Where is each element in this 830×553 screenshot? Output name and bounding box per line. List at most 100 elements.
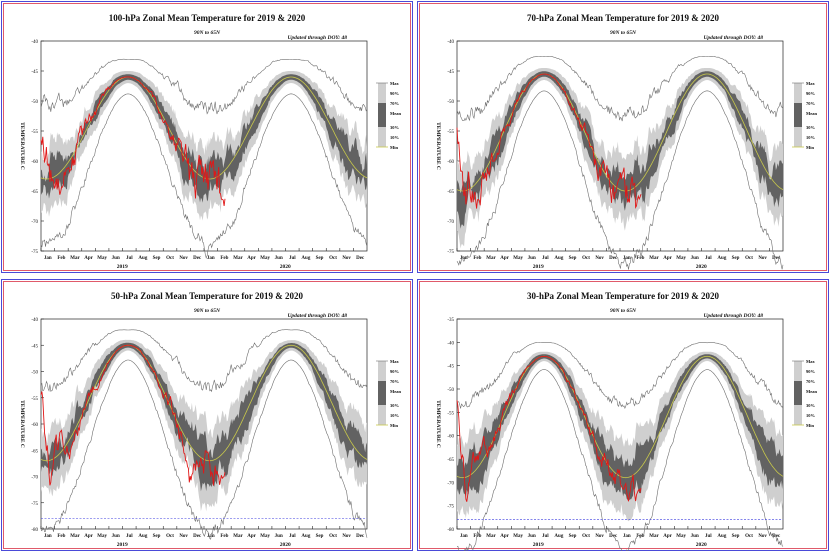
inner-frame (419, 3, 827, 271)
band-10-90 (41, 339, 367, 512)
y-tick-label: -70 (31, 476, 38, 481)
y-tick-label: -50 (31, 100, 38, 105)
month-label: Feb (473, 256, 481, 261)
y-tick-label: -60 (447, 160, 454, 165)
month-label: Oct (166, 534, 174, 539)
month-label: Dec (193, 534, 202, 539)
legend-inner-band (794, 103, 802, 127)
y-tick-label: -80 (31, 528, 38, 533)
chart-title: 50-hPa Zonal Mean Temperature for 2019 &… (111, 291, 303, 301)
legend-label: Mean (806, 111, 817, 116)
current-year-line (40, 344, 226, 486)
month-label: May (676, 534, 686, 539)
month-label: Jun (275, 256, 283, 261)
month-label: Sep (569, 534, 577, 539)
month-label: Mar (70, 256, 80, 261)
y-tick-label: -45 (31, 344, 38, 349)
legend-label: 90% (390, 91, 400, 96)
month-label: Feb (473, 534, 481, 539)
legend-label: Min (806, 145, 814, 150)
month-label: Feb (220, 256, 228, 261)
y-tick-label: -50 (447, 100, 454, 105)
y-tick-label: -55 (447, 130, 454, 135)
max-line (40, 58, 368, 115)
legend-label: 90% (806, 91, 816, 96)
month-label: Jul (705, 534, 712, 539)
month-label: Jun (112, 534, 120, 539)
chart-subtitle: 90N to 65N (194, 308, 221, 314)
inner-frame (3, 3, 411, 271)
month-label: Jun (691, 534, 699, 539)
y-tick-label: -70 (31, 220, 38, 225)
year-label: 2020 (696, 264, 707, 270)
month-label: Jan (623, 534, 631, 539)
month-label: Mar (486, 256, 496, 261)
legend-inner-band (378, 381, 386, 405)
chart-svg: 100-hPa Zonal Mean Temperature for 2019 … (1, 1, 413, 273)
month-label: Mar (233, 256, 243, 261)
month-label: Apr (84, 534, 93, 539)
legend-label: 30% (806, 125, 816, 130)
month-label: Jan (44, 534, 52, 539)
y-tick-label: -45 (447, 365, 454, 370)
legend-label: 70% (390, 101, 400, 106)
month-label: Jun (528, 256, 536, 261)
month-label: Mar (233, 534, 243, 539)
month-label: Mar (486, 534, 496, 539)
month-label: Feb (636, 534, 644, 539)
month-label: Sep (153, 534, 161, 539)
current-year-line (40, 76, 226, 206)
legend-inner-band (794, 381, 802, 405)
min-line (40, 359, 368, 540)
month-label: Jan (44, 256, 52, 261)
chart-title: 30-hPa Zonal Mean Temperature for 2019 &… (527, 291, 719, 301)
y-tick-label: -75 (447, 505, 454, 510)
y-tick-label: -65 (447, 458, 454, 463)
chart-svg: 70-hPa Zonal Mean Temperature for 2019 &… (417, 1, 829, 273)
month-label: Apr (500, 534, 509, 539)
month-label: Oct (582, 256, 590, 261)
min-line (456, 90, 784, 270)
legend-label: 90% (806, 369, 816, 374)
legend-label: Max (806, 81, 815, 86)
update-note: Updated through DOY: 48 (287, 35, 347, 41)
year-label: 2020 (696, 542, 707, 548)
month-label: May (513, 256, 523, 261)
y-tick-label: -65 (31, 449, 38, 454)
month-label: Aug (138, 534, 147, 539)
month-label: Mar (649, 256, 659, 261)
month-label: Sep (153, 256, 161, 261)
panel-70hpa: 70-hPa Zonal Mean Temperature for 2019 &… (417, 1, 829, 273)
month-label: Aug (554, 534, 563, 539)
max-line (456, 342, 784, 410)
month-label: Apr (247, 256, 256, 261)
month-label: Aug (717, 256, 726, 261)
year-label: 2019 (533, 264, 544, 270)
year-label: 2019 (533, 542, 544, 548)
month-label: Jan (460, 256, 468, 261)
chart-subtitle: 90N to 65N (610, 308, 637, 314)
outer-frame (1, 1, 413, 273)
month-label: Jul (289, 534, 296, 539)
month-label: Apr (247, 534, 256, 539)
y-tick-label: -60 (447, 435, 454, 440)
month-label: Aug (138, 256, 147, 261)
month-label: Jul (126, 534, 133, 539)
y-tick-label: -75 (31, 250, 38, 255)
panel-50hpa: 50-hPa Zonal Mean Temperature for 2019 &… (1, 279, 413, 551)
chart-svg: 30-hPa Zonal Mean Temperature for 2019 &… (417, 279, 829, 551)
month-label: May (260, 534, 270, 539)
month-label: Sep (732, 256, 740, 261)
month-label: Oct (745, 534, 753, 539)
month-label: Aug (717, 534, 726, 539)
month-label: Jun (112, 256, 120, 261)
y-tick-label: -55 (31, 130, 38, 135)
outer-frame (417, 279, 829, 551)
month-label: Dec (772, 534, 781, 539)
legend-label: Max (390, 81, 399, 86)
month-label: Jul (289, 256, 296, 261)
y-tick-label: -35 (447, 318, 454, 323)
legend-label: 90% (390, 369, 400, 374)
legend-label: Mean (806, 389, 817, 394)
max-line (40, 329, 368, 393)
